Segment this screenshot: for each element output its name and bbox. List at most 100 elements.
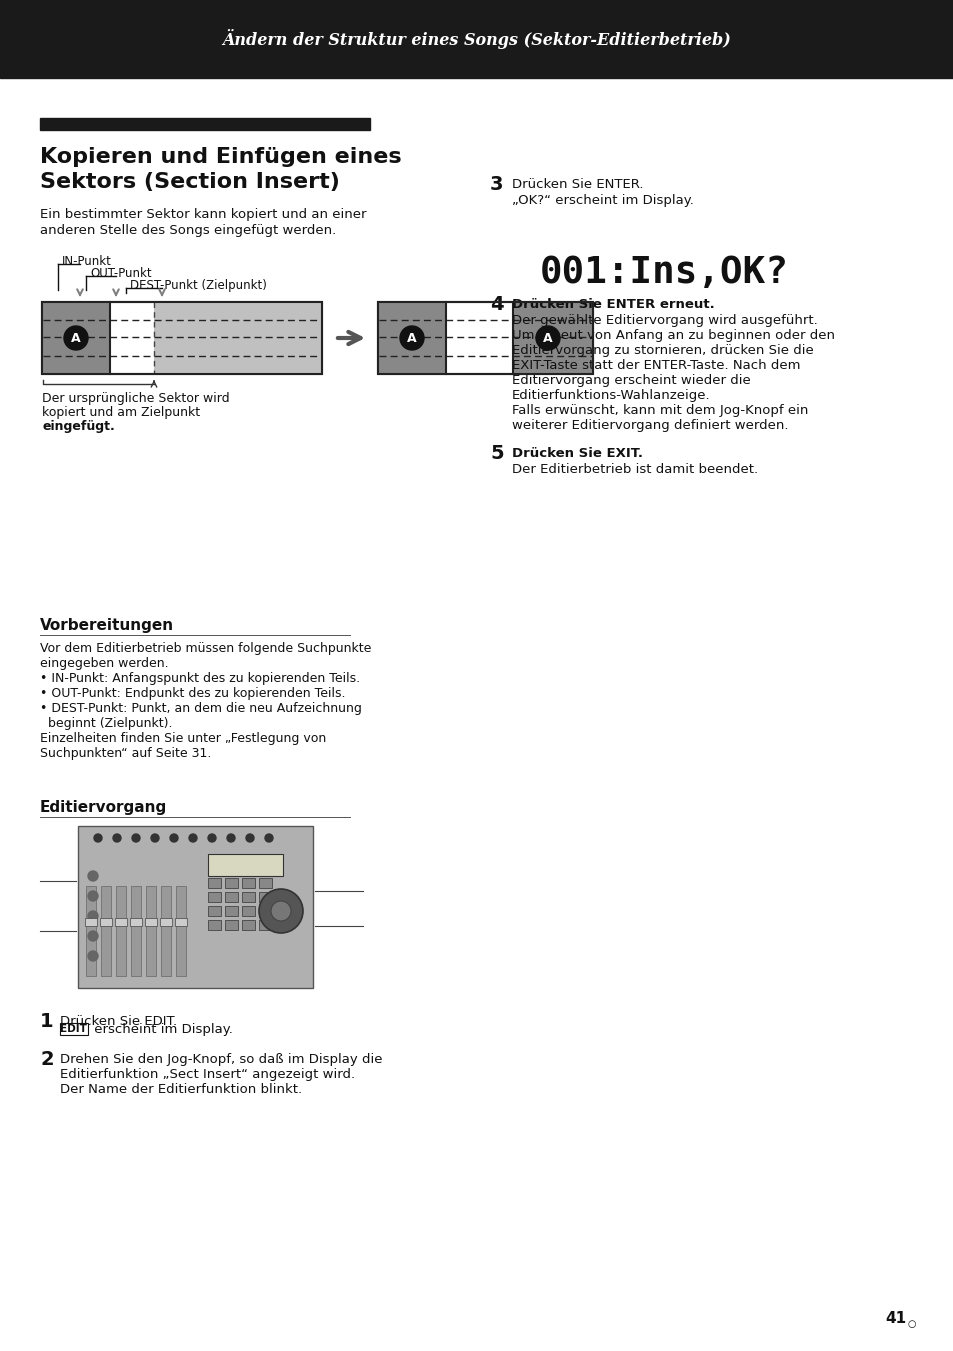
Text: 4: 4	[490, 295, 503, 313]
Text: 5: 5	[490, 444, 503, 463]
Circle shape	[64, 326, 88, 350]
Text: Drücken Sie EXIT.: Drücken Sie EXIT.	[512, 447, 642, 459]
Text: Der Name der Editierfunktion blinkt.: Der Name der Editierfunktion blinkt.	[60, 1084, 302, 1096]
Circle shape	[88, 911, 98, 921]
Circle shape	[189, 834, 196, 842]
Bar	[85, 917, 97, 925]
Text: Falls erwünscht, kann mit dem Jog-Knopf ein: Falls erwünscht, kann mit dem Jog-Knopf …	[512, 404, 807, 417]
Text: A: A	[71, 331, 81, 345]
Text: Der gewählte Editiervorgang wird ausgeführt.: Der gewählte Editiervorgang wird ausgefü…	[512, 313, 817, 327]
Text: kopiert und am Zielpunkt: kopiert und am Zielpunkt	[42, 407, 200, 419]
Bar	[86, 886, 96, 975]
Bar	[100, 917, 112, 925]
Text: Der Editierbetrieb ist damit beendet.: Der Editierbetrieb ist damit beendet.	[512, 463, 758, 476]
Text: weiterer Editiervorgang definiert werden.: weiterer Editiervorgang definiert werden…	[512, 419, 788, 432]
Text: Einzelheiten finden Sie unter „Festlegung von: Einzelheiten finden Sie unter „Festlegun…	[40, 732, 326, 744]
Bar	[146, 886, 156, 975]
Bar	[42, 303, 110, 374]
Bar	[225, 920, 237, 929]
Text: 3: 3	[490, 176, 503, 195]
Text: erscheint im Display.: erscheint im Display.	[90, 1023, 233, 1035]
Bar	[208, 892, 221, 902]
Text: Ein bestimmter Sektor kann kopiert und an einer: Ein bestimmter Sektor kann kopiert und a…	[40, 208, 366, 222]
Circle shape	[271, 901, 291, 921]
Circle shape	[88, 871, 98, 881]
Text: • DEST-Punkt: Punkt, an dem die neu Aufzeichnung: • DEST-Punkt: Punkt, an dem die neu Aufz…	[40, 703, 361, 715]
Circle shape	[536, 326, 559, 350]
Bar	[78, 825, 313, 988]
Text: Editierfunktions-Wahlanzeige.: Editierfunktions-Wahlanzeige.	[512, 389, 710, 403]
Bar	[377, 303, 446, 374]
Bar	[175, 886, 186, 975]
Bar	[242, 878, 254, 888]
Text: Suchpunkten“ auf Seite 31.: Suchpunkten“ auf Seite 31.	[40, 747, 212, 761]
Bar	[101, 886, 111, 975]
Text: Der ursprüngliche Sektor wird: Der ursprüngliche Sektor wird	[42, 392, 230, 405]
Bar	[258, 892, 272, 902]
Text: Editiervorgang zu stornieren, drücken Sie die: Editiervorgang zu stornieren, drücken Si…	[512, 345, 813, 357]
Bar	[242, 892, 254, 902]
Text: EDIT: EDIT	[60, 1024, 87, 1034]
Bar	[225, 892, 237, 902]
Bar	[377, 303, 593, 374]
Text: beginnt (Zielpunkt).: beginnt (Zielpunkt).	[40, 717, 172, 730]
Text: Editierfunktion „Sect Insert“ angezeigt wird.: Editierfunktion „Sect Insert“ angezeigt …	[60, 1069, 355, 1081]
Bar	[225, 907, 237, 916]
Circle shape	[94, 834, 102, 842]
Text: • OUT-Punkt: Endpunkt des zu kopierenden Teils.: • OUT-Punkt: Endpunkt des zu kopierenden…	[40, 688, 345, 700]
Text: 1: 1	[40, 1012, 53, 1031]
Bar	[115, 917, 127, 925]
Text: OUT-Punkt: OUT-Punkt	[90, 267, 152, 280]
Text: „OK?“ erscheint im Display.: „OK?“ erscheint im Display.	[512, 195, 693, 207]
Text: Drücken Sie EDIT.: Drücken Sie EDIT.	[60, 1015, 177, 1028]
Text: EXIT-Taste statt der ENTER-Taste. Nach dem: EXIT-Taste statt der ENTER-Taste. Nach d…	[512, 359, 800, 372]
Bar	[225, 878, 237, 888]
Text: eingefügt.: eingefügt.	[42, 420, 114, 434]
Text: 41: 41	[884, 1310, 905, 1325]
Bar	[174, 917, 187, 925]
Circle shape	[132, 834, 140, 842]
Circle shape	[88, 931, 98, 942]
Text: anderen Stelle des Songs eingefügt werden.: anderen Stelle des Songs eingefügt werde…	[40, 224, 335, 236]
Bar	[0, 0, 953, 78]
Bar	[208, 854, 283, 875]
Bar	[116, 886, 126, 975]
Text: Drücken Sie ENTER erneut.: Drücken Sie ENTER erneut.	[512, 299, 714, 311]
Bar	[42, 303, 322, 374]
Bar	[242, 920, 254, 929]
Text: Drücken Sie ENTER.: Drücken Sie ENTER.	[512, 178, 643, 190]
Bar	[153, 303, 322, 374]
Bar	[145, 917, 157, 925]
Circle shape	[246, 834, 253, 842]
Text: Vorbereitungen: Vorbereitungen	[40, 617, 174, 634]
Circle shape	[170, 834, 178, 842]
Bar	[130, 917, 142, 925]
Circle shape	[265, 834, 273, 842]
Circle shape	[208, 834, 215, 842]
Text: 001:Ins,OK?: 001:Ins,OK?	[539, 255, 788, 290]
Text: Editiervorgang erscheint wieder die: Editiervorgang erscheint wieder die	[512, 374, 750, 386]
Text: Editiervorgang: Editiervorgang	[40, 800, 167, 815]
Circle shape	[88, 951, 98, 961]
Circle shape	[112, 834, 121, 842]
Bar	[208, 907, 221, 916]
Text: • IN-Punkt: Anfangspunkt des zu kopierenden Teils.: • IN-Punkt: Anfangspunkt des zu kopieren…	[40, 671, 359, 685]
Text: Kopieren und Einfügen eines: Kopieren und Einfügen eines	[40, 147, 401, 168]
Bar	[208, 878, 221, 888]
Text: A: A	[542, 331, 552, 345]
Circle shape	[151, 834, 159, 842]
Bar	[208, 920, 221, 929]
Bar	[258, 907, 272, 916]
Text: IN-Punkt: IN-Punkt	[62, 255, 112, 267]
Text: A: A	[407, 331, 416, 345]
Bar	[131, 886, 141, 975]
Bar	[258, 878, 272, 888]
Text: eingegeben werden.: eingegeben werden.	[40, 657, 169, 670]
Text: 2: 2	[40, 1050, 53, 1069]
Bar	[258, 920, 272, 929]
Text: ○: ○	[907, 1319, 916, 1329]
Circle shape	[227, 834, 234, 842]
Text: Ändern der Struktur eines Songs (Sektor-Editierbetrieb): Ändern der Struktur eines Songs (Sektor-…	[222, 28, 731, 49]
Bar	[42, 303, 322, 374]
Circle shape	[258, 889, 303, 934]
